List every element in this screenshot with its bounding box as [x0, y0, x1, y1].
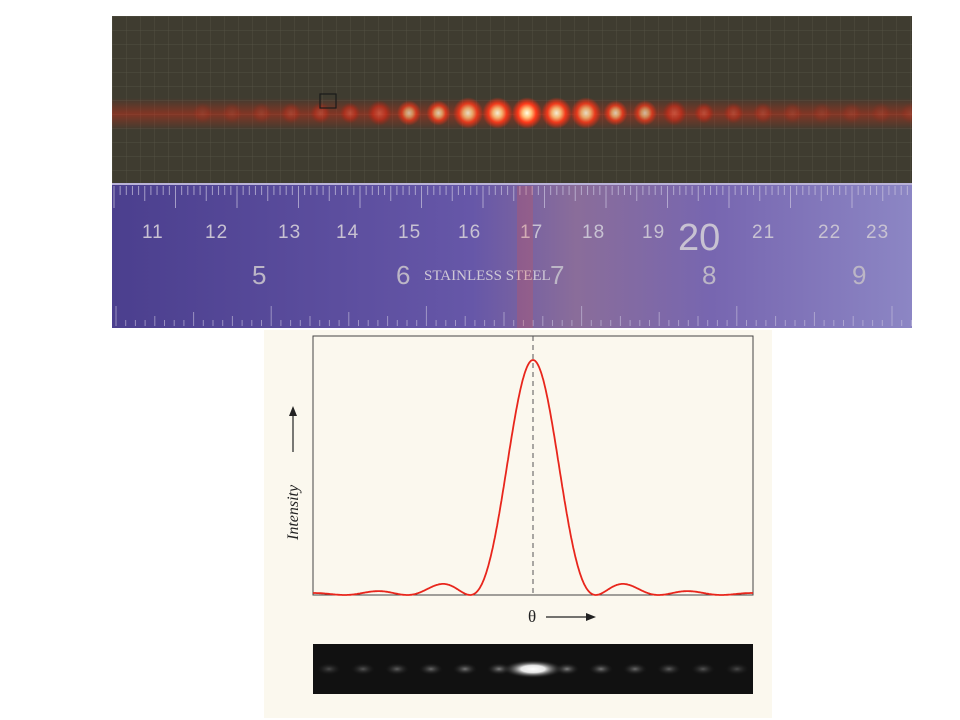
ruler-inch-labels: 5 6 7 8 9: [252, 260, 866, 290]
laser-diffraction-photo: 11 12 13 14 15 16 17 18 19 20 21 22 23 5…: [112, 16, 912, 328]
x-axis-label: θ: [528, 607, 536, 626]
fringe: [725, 663, 749, 675]
y-axis-label: Intensity: [285, 484, 302, 541]
fringe: [657, 663, 681, 675]
diffraction-spot: [753, 102, 773, 124]
fringe: [317, 663, 341, 675]
diffraction-spot: [367, 100, 392, 126]
x-axis-arrow: [546, 613, 596, 621]
steel-ruler: [112, 184, 912, 328]
diffraction-spot: [222, 102, 242, 124]
fringe: [623, 663, 647, 675]
cm-label-11: 11: [142, 222, 164, 243]
diffraction-spot: [281, 102, 301, 124]
diffraction-spot: [603, 100, 628, 126]
ruler-ticks: [113, 186, 912, 326]
fringe: [385, 663, 409, 675]
intensity-curve: [312, 359, 754, 596]
diffraction-spot: [662, 100, 687, 126]
inch-label-7: 7: [550, 260, 564, 290]
diffraction-spot: [482, 97, 513, 129]
inch-label-5: 5: [252, 260, 266, 290]
laser-line-on-ruler: [517, 186, 533, 328]
intensity-diagram: Intensity θ: [264, 330, 772, 718]
intensity-svg: Intensity θ: [285, 335, 754, 694]
cm-label-15: 15: [398, 222, 421, 243]
diffraction-spot: [694, 102, 714, 124]
inch-label-6: 6: [396, 260, 410, 290]
diffraction-spot: [633, 100, 657, 126]
fringe: [691, 663, 715, 675]
cm-label-20: 20: [678, 217, 720, 259]
fringe-pattern: [317, 660, 749, 678]
diffraction-spot: [571, 97, 601, 129]
cm-label-21: 21: [752, 222, 775, 243]
cm-label-19: 19: [642, 222, 665, 243]
inch-label-9: 9: [852, 260, 866, 290]
diffraction-spot: [841, 102, 862, 124]
diffraction-spot: [426, 100, 451, 126]
diffraction-spot: [541, 97, 572, 129]
cm-label-13: 13: [278, 222, 301, 243]
fringe: [503, 660, 563, 678]
diffraction-spot: [782, 102, 803, 124]
diffraction-spot: [453, 97, 483, 129]
diffraction-spot: [512, 97, 542, 129]
diffraction-spot: [340, 102, 360, 124]
cm-label-22: 22: [818, 222, 841, 243]
pencil-mark: [319, 93, 337, 109]
diffraction-spot: [871, 102, 891, 124]
fringe: [589, 663, 613, 675]
cm-label-14: 14: [336, 222, 359, 243]
stainless-steel-label: STAINLESS STEEL: [424, 268, 551, 284]
diffraction-spots: [192, 97, 912, 129]
diffraction-spot: [251, 102, 272, 124]
fringe: [351, 663, 375, 675]
diffraction-spot: [900, 102, 912, 124]
cm-label-16: 16: [458, 222, 481, 243]
diffraction-spot: [192, 102, 213, 124]
photo-svg: 11 12 13 14 15 16 17 18 19 20 21 22 23 5…: [112, 16, 912, 328]
inch-label-8: 8: [702, 260, 716, 290]
cm-label-17: 17: [520, 222, 543, 243]
cm-label-12: 12: [205, 222, 228, 243]
fringe: [555, 663, 579, 675]
fringe: [419, 663, 443, 675]
diffraction-spot: [723, 102, 744, 124]
cm-label-23: 23: [866, 222, 889, 243]
fringe: [453, 663, 477, 675]
y-axis-arrow: [289, 406, 297, 452]
ruler-cm-labels: 11 12 13 14 15 16 17 18 19 20 21 22 23: [142, 217, 889, 259]
diffraction-spot: [812, 102, 832, 124]
diffraction-spot: [397, 100, 421, 126]
cm-label-18: 18: [582, 222, 605, 243]
